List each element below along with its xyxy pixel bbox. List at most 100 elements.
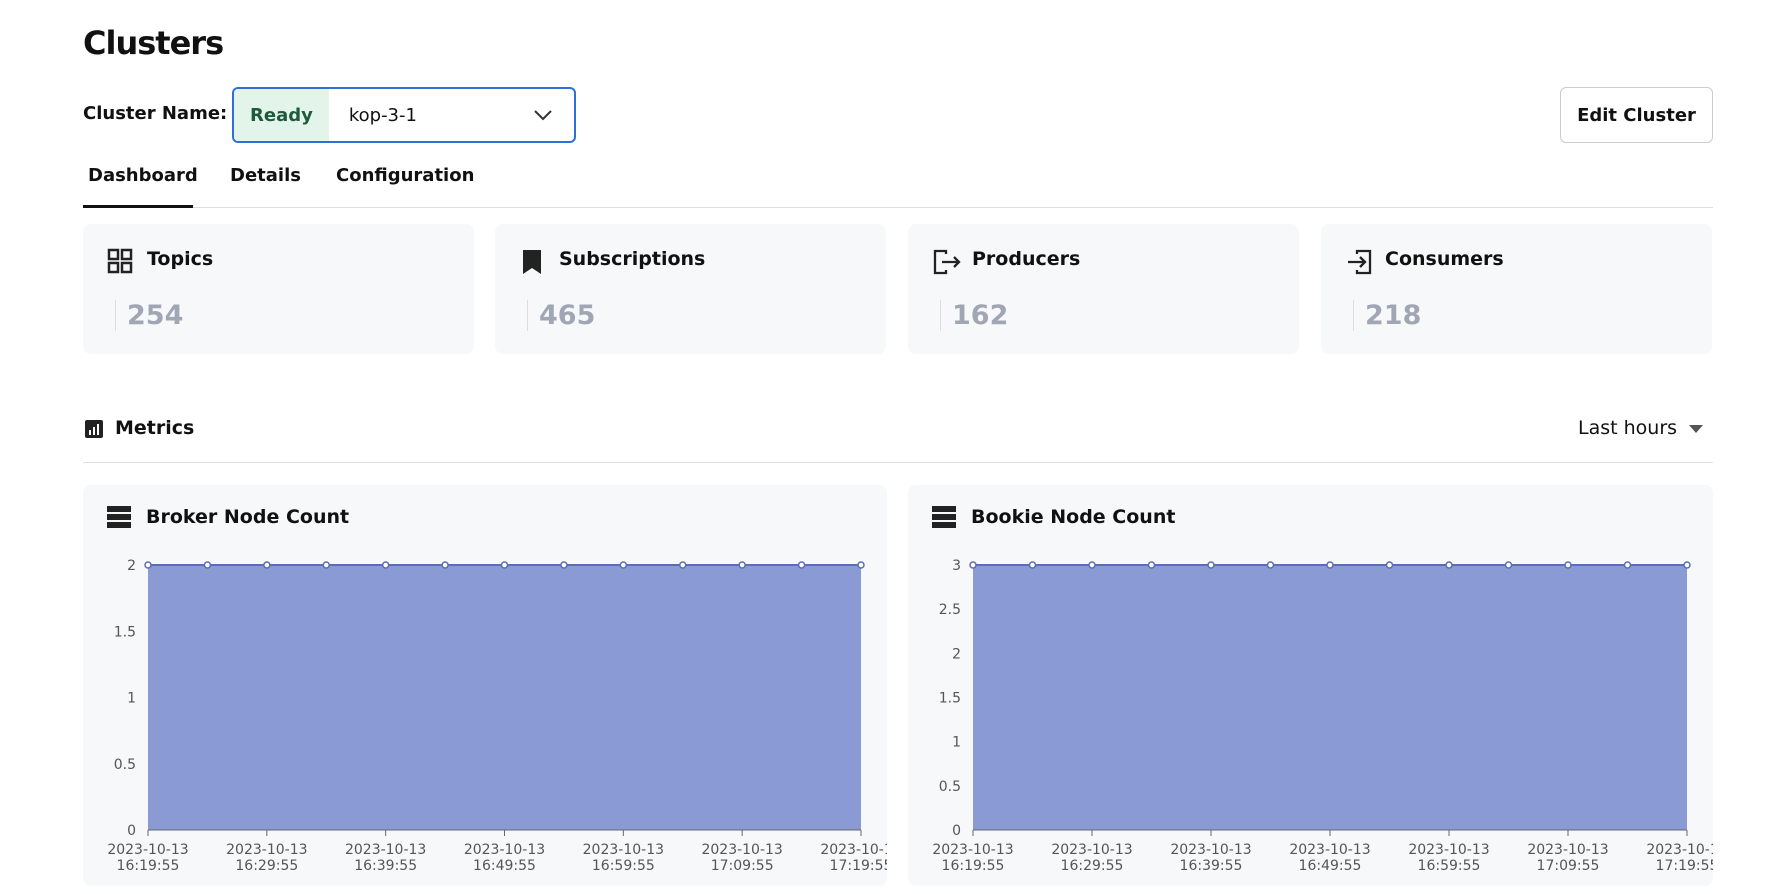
x-tick-label: 2023-10-13 16:49:55 — [1289, 842, 1370, 874]
icon — [932, 514, 956, 520]
chart: Broker Node Count 0 0.5 1 1.5 2 2023-10-13 16:1… — [107, 506, 902, 874]
point — [679, 561, 687, 569]
area — [148, 565, 861, 830]
metrics-icon — [85, 420, 103, 438]
stat-card: Topics 254 — [83, 224, 474, 354]
point — [1564, 561, 1572, 569]
point — [738, 561, 746, 569]
x-tick-label: 2023-10-13 16:39:55 — [1170, 842, 1251, 874]
stat-label: Consumers — [1385, 248, 1504, 270]
y-tick-label: 2 — [127, 558, 136, 574]
divider — [83, 462, 1713, 463]
point — [1028, 561, 1037, 569]
stat-value: 254 — [115, 300, 183, 331]
icon — [107, 248, 133, 274]
point — [1326, 561, 1334, 569]
tab-indicator — [83, 205, 193, 208]
point — [441, 561, 449, 569]
metrics-title: Metrics — [115, 417, 195, 439]
point — [1207, 561, 1215, 569]
y-tick-label: 1 — [127, 691, 136, 707]
chart-card: Broker Node Count 0 0.5 1 1.5 2 2023-10-13 16:1… — [83, 485, 902, 886]
icon — [932, 522, 956, 528]
y-tick-label: 0 — [952, 823, 961, 839]
icon — [1348, 249, 1372, 275]
area — [973, 565, 1687, 830]
point — [263, 561, 271, 569]
icon — [107, 506, 131, 512]
tab[interactable]: Details — [230, 165, 301, 186]
point — [1266, 561, 1275, 569]
point — [1147, 561, 1156, 569]
point — [144, 561, 152, 569]
x-tick-label: 2023-10-13 16:39:55 — [345, 842, 426, 874]
tab[interactable]: Configuration — [336, 165, 475, 186]
chart-card: Bookie Node Count 0 0.5 1 1.5 2 2.5 3 2023-10-13… — [908, 485, 1728, 886]
icon — [107, 522, 131, 528]
chart: Bookie Node Count 0 0.5 1 1.5 2 2.5 3 2023-10-13… — [932, 506, 1728, 874]
point — [1445, 561, 1453, 569]
stat-label: Topics — [147, 248, 214, 270]
y-tick-label: 1 — [952, 735, 961, 751]
chevron — [534, 110, 552, 121]
cluster-name: kop-3-1 — [348, 104, 417, 126]
point — [1504, 561, 1513, 569]
chart-title: Broker Node Count — [146, 506, 349, 528]
x-tick-label: 2023-10-13 16:49:55 — [464, 842, 545, 874]
stat-value: 465 — [527, 300, 595, 331]
icon — [107, 514, 131, 520]
point — [857, 561, 865, 569]
cluster-select[interactable]: Ready kop-3-1 — [232, 87, 576, 143]
y-tick-label: 3 — [952, 558, 961, 574]
x-tick-label: 2023-10-13 16:29:55 — [1051, 842, 1132, 874]
stat-card: Consumers 218 — [1321, 224, 1712, 354]
stat-label: Subscriptions — [559, 248, 706, 270]
cluster-label: Cluster Name: — [83, 103, 228, 124]
caret — [1689, 425, 1703, 433]
point — [500, 561, 509, 569]
icon — [932, 506, 956, 512]
x-tick-label: 2023-10-13 17:09:55 — [701, 842, 782, 874]
icon — [523, 250, 541, 274]
x-tick-label: 2023-10-13 16:59:55 — [583, 842, 664, 874]
chart-title: Bookie Node Count — [971, 506, 1175, 528]
y-tick-label: 1.5 — [939, 691, 961, 707]
point — [797, 561, 806, 569]
y-tick-label: 0 — [127, 823, 136, 839]
x-tick-label: 2023-10-13 17:09:55 — [1527, 842, 1608, 874]
point — [1623, 561, 1632, 569]
stat-label: Producers — [972, 248, 1081, 270]
edit-button[interactable]: Edit Cluster — [1560, 87, 1713, 143]
stat-value: 162 — [940, 300, 1008, 331]
point — [1088, 561, 1096, 569]
point — [1683, 561, 1691, 569]
stat-value: 218 — [1353, 300, 1421, 331]
range-select[interactable]: Last hours — [1578, 417, 1678, 439]
x-tick-label: 2023-10-13 16:29:55 — [226, 842, 307, 874]
x-tick-label: 2023-10-13 16:19:55 — [932, 842, 1013, 874]
y-tick-label: 0.5 — [939, 779, 961, 795]
point — [381, 561, 390, 569]
x-tick-label: 2023-10-13 16:59:55 — [1408, 842, 1489, 874]
point — [619, 561, 628, 569]
point — [322, 561, 330, 569]
tab-divider — [83, 207, 1713, 208]
point — [203, 561, 212, 569]
y-tick-label: 1.5 — [114, 624, 136, 640]
point — [560, 561, 568, 569]
stat-card: Subscriptions 465 — [495, 224, 886, 354]
page-title: Clusters — [83, 24, 224, 62]
y-tick-label: 2 — [952, 646, 961, 662]
x-tick-label: 2023-10-13 16:19:55 — [107, 842, 188, 874]
y-tick-label: 0.5 — [114, 757, 136, 773]
stat-card: Producers 162 — [908, 224, 1299, 354]
tab[interactable]: Dashboard — [88, 165, 198, 186]
point — [969, 561, 977, 569]
point — [1385, 561, 1394, 569]
y-tick-label: 2.5 — [939, 602, 961, 618]
icon — [933, 249, 961, 275]
status-badge: Ready — [234, 89, 329, 141]
